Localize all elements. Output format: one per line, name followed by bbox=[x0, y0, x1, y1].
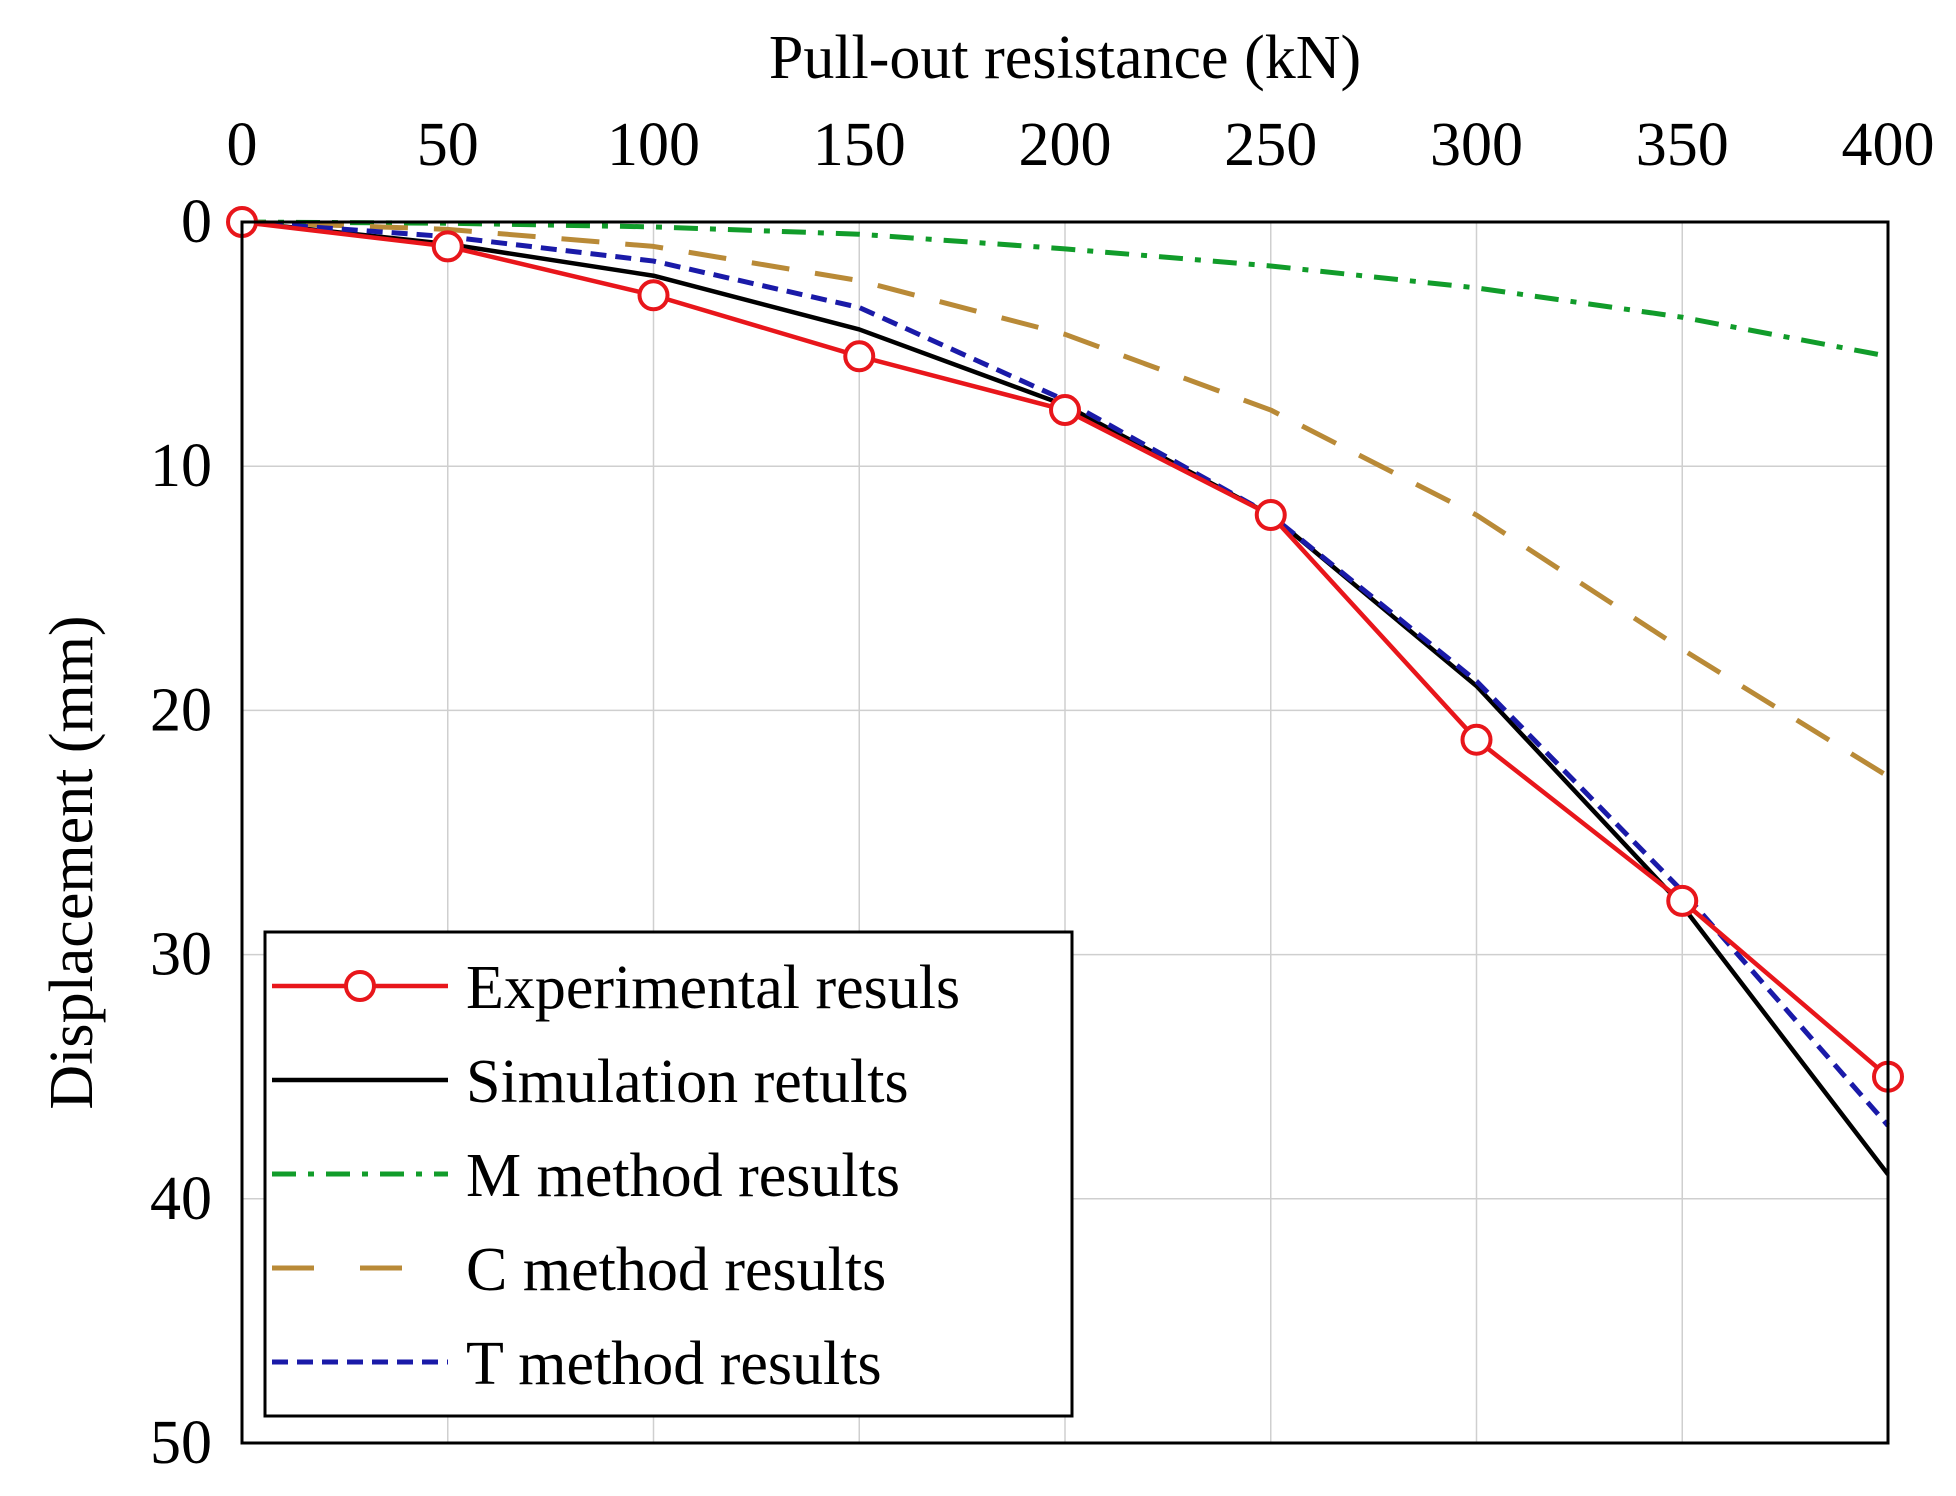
y-tick-label-2: 20 bbox=[150, 676, 212, 744]
data-point-0-1 bbox=[431, 230, 464, 263]
x-tick-label-2: 100 bbox=[607, 111, 700, 179]
data-point-0-2 bbox=[637, 279, 670, 312]
y-axis-ticks: 0 10 20 30 40 50 bbox=[150, 188, 212, 1477]
y-tick-label-5: 50 bbox=[150, 1409, 212, 1477]
legend-label-2: M method results bbox=[466, 1142, 900, 1210]
series-line-3 bbox=[241, 219, 1890, 779]
series-layer bbox=[226, 206, 1904, 1176]
data-point-0-7 bbox=[1666, 884, 1699, 917]
data-point-0-4 bbox=[1049, 394, 1081, 427]
data-point-0-6 bbox=[1460, 723, 1493, 756]
series-3 bbox=[241, 219, 1890, 779]
legend-label-0: Experimental resuls bbox=[466, 954, 960, 1022]
series-0 bbox=[226, 206, 1904, 1093]
legend-marker-0 bbox=[344, 970, 376, 1002]
y-tick-label-3: 30 bbox=[150, 921, 212, 989]
series-line-2 bbox=[241, 219, 1889, 359]
legend-label-1: Simulation retults bbox=[466, 1048, 909, 1116]
data-point-0-5 bbox=[1254, 499, 1287, 532]
x-tick-label-0: 0 bbox=[227, 111, 258, 179]
x-axis-ticks: 0 50 100 150 200 250 300 350 400 bbox=[227, 111, 1935, 179]
legend-label-3: C method results bbox=[466, 1236, 886, 1304]
x-tick-label-3: 150 bbox=[813, 111, 906, 179]
y-tick-label-0: 0 bbox=[181, 188, 212, 256]
x-tick-label-4: 200 bbox=[1019, 111, 1112, 179]
legend-label-4: T method results bbox=[466, 1330, 882, 1398]
y-axis-title: Displacement (mm) bbox=[38, 615, 106, 1109]
y-tick-label-1: 10 bbox=[150, 432, 212, 500]
x-tick-label-5: 250 bbox=[1224, 111, 1317, 179]
series-2 bbox=[241, 219, 1889, 359]
x-tick-label-6: 300 bbox=[1430, 111, 1523, 179]
data-point-0-3 bbox=[843, 340, 876, 373]
y-tick-label-4: 40 bbox=[150, 1165, 212, 1233]
x-tick-label-8: 400 bbox=[1842, 111, 1935, 179]
x-tick-label-7: 350 bbox=[1636, 111, 1729, 179]
plot-frame bbox=[240, 220, 1890, 1445]
x-tick-label-1: 50 bbox=[417, 111, 479, 179]
x-axis-title: Pull-out resistance (kN) bbox=[769, 24, 1361, 92]
legend: Experimental resuls Simulation retults M m… bbox=[263, 930, 1074, 1418]
